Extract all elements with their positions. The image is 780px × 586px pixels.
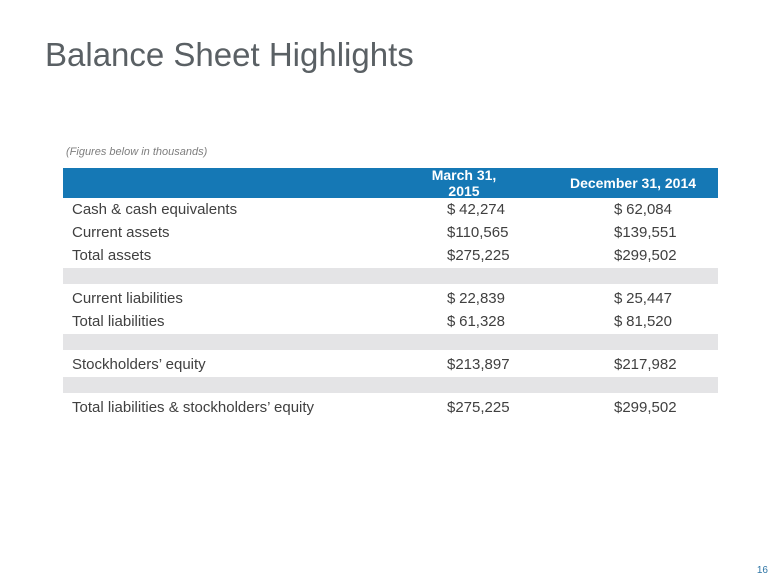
- money-value: $62,084: [614, 201, 672, 218]
- table-row: Current assets $110,565 $139,551: [63, 221, 718, 244]
- money-value: $299,502: [614, 399, 677, 416]
- value-december-31-2014: $217,982: [548, 356, 718, 373]
- row-label: Total assets: [72, 247, 152, 264]
- amount: 81,520: [626, 313, 672, 330]
- table-row: Stockholders’ equity $213,897 $217,982: [63, 353, 718, 376]
- table-spacer-row: [63, 268, 718, 284]
- amount: 22,839: [459, 290, 505, 307]
- currency-symbol: $: [447, 356, 456, 373]
- currency-symbol: $: [614, 224, 623, 241]
- table-row: Total liabilities & stockholders’ equity…: [63, 396, 718, 419]
- amount: 275,225: [455, 399, 510, 416]
- amount: 139,551: [622, 224, 677, 241]
- currency-symbol: $: [614, 290, 623, 307]
- money-value: $25,447: [614, 290, 672, 307]
- table-row: Cash & cash equivalents $42,274 $62,084: [63, 198, 718, 221]
- money-value: $213,897: [447, 356, 510, 373]
- money-value: $275,225: [447, 247, 510, 264]
- money-value: $139,551: [614, 224, 677, 241]
- table-spacer-row: [63, 334, 718, 350]
- amount: 299,502: [622, 247, 677, 264]
- value-march-31-2015: $61,328: [420, 313, 548, 330]
- money-value: $61,328: [447, 313, 505, 330]
- table-row: Total assets $275,225 $299,502: [63, 244, 718, 267]
- table-row: Total liabilities $61,328 $81,520: [63, 310, 718, 333]
- row-label: Current assets: [72, 224, 170, 241]
- currency-symbol: $: [447, 224, 456, 241]
- row-label: Total liabilities & stockholders’ equity: [72, 399, 315, 416]
- value-march-31-2015: $110,565: [420, 224, 548, 241]
- currency-symbol: $: [447, 201, 456, 218]
- money-value: $81,520: [614, 313, 672, 330]
- money-value: $217,982: [614, 356, 677, 373]
- amount: 275,225: [455, 247, 510, 264]
- table-body: Cash & cash equivalents $42,274 $62,084 Cur…: [63, 198, 718, 419]
- row-label: Total liabilities: [72, 313, 165, 330]
- currency-symbol: $: [447, 290, 456, 307]
- value-march-31-2015: $275,225: [420, 247, 548, 264]
- page-title: Balance Sheet Highlights: [45, 36, 414, 73]
- value-march-31-2015: $213,897: [420, 356, 548, 373]
- money-value: $42,274: [447, 201, 505, 218]
- value-march-31-2015: $42,274: [420, 201, 548, 218]
- table-spacer-row: [63, 377, 718, 393]
- money-value: $299,502: [614, 247, 677, 264]
- row-label: Current liabilities: [72, 290, 183, 307]
- currency-symbol: $: [447, 399, 456, 416]
- value-march-31-2015: $22,839: [420, 290, 548, 307]
- value-december-31-2014: $139,551: [548, 224, 718, 241]
- row-label: Stockholders’ equity: [72, 356, 206, 373]
- column-header-march-31-2015: March 31, 2015: [431, 167, 497, 199]
- row-label: Cash & cash equivalents: [72, 201, 238, 218]
- table-header-row: March 31, 2015 December 31, 2014: [63, 167, 718, 199]
- value-march-31-2015: $275,225: [420, 399, 548, 416]
- amount: 62,084: [626, 201, 672, 218]
- units-footnote: (Figures below in thousands): [66, 146, 208, 158]
- balance-sheet-table: March 31, 2015 December 31, 2014 Cash & …: [63, 167, 718, 419]
- amount: 61,328: [459, 313, 505, 330]
- currency-symbol: $: [614, 247, 623, 264]
- amount: 213,897: [455, 356, 510, 373]
- money-value: $22,839: [447, 290, 505, 307]
- amount: 25,447: [626, 290, 672, 307]
- value-december-31-2014: $81,520: [548, 313, 718, 330]
- amount: 299,502: [622, 399, 677, 416]
- money-value: $275,225: [447, 399, 510, 416]
- value-december-31-2014: $299,502: [548, 247, 718, 264]
- currency-symbol: $: [447, 247, 456, 264]
- table-row: Current liabilities $22,839 $25,447: [63, 287, 718, 310]
- currency-symbol: $: [614, 313, 623, 330]
- column-header-december-31-2014: December 31, 2014: [569, 175, 697, 191]
- value-december-31-2014: $25,447: [548, 290, 718, 307]
- currency-symbol: $: [614, 201, 623, 218]
- amount: 42,274: [459, 201, 505, 218]
- value-december-31-2014: $62,084: [548, 201, 718, 218]
- amount: 217,982: [622, 356, 677, 373]
- value-december-31-2014: $299,502: [548, 399, 718, 416]
- currency-symbol: $: [447, 313, 456, 330]
- money-value: $110,565: [447, 224, 509, 241]
- page-number: 16: [756, 565, 768, 576]
- amount: 110,565: [455, 224, 509, 241]
- currency-symbol: $: [614, 399, 623, 416]
- currency-symbol: $: [614, 356, 623, 373]
